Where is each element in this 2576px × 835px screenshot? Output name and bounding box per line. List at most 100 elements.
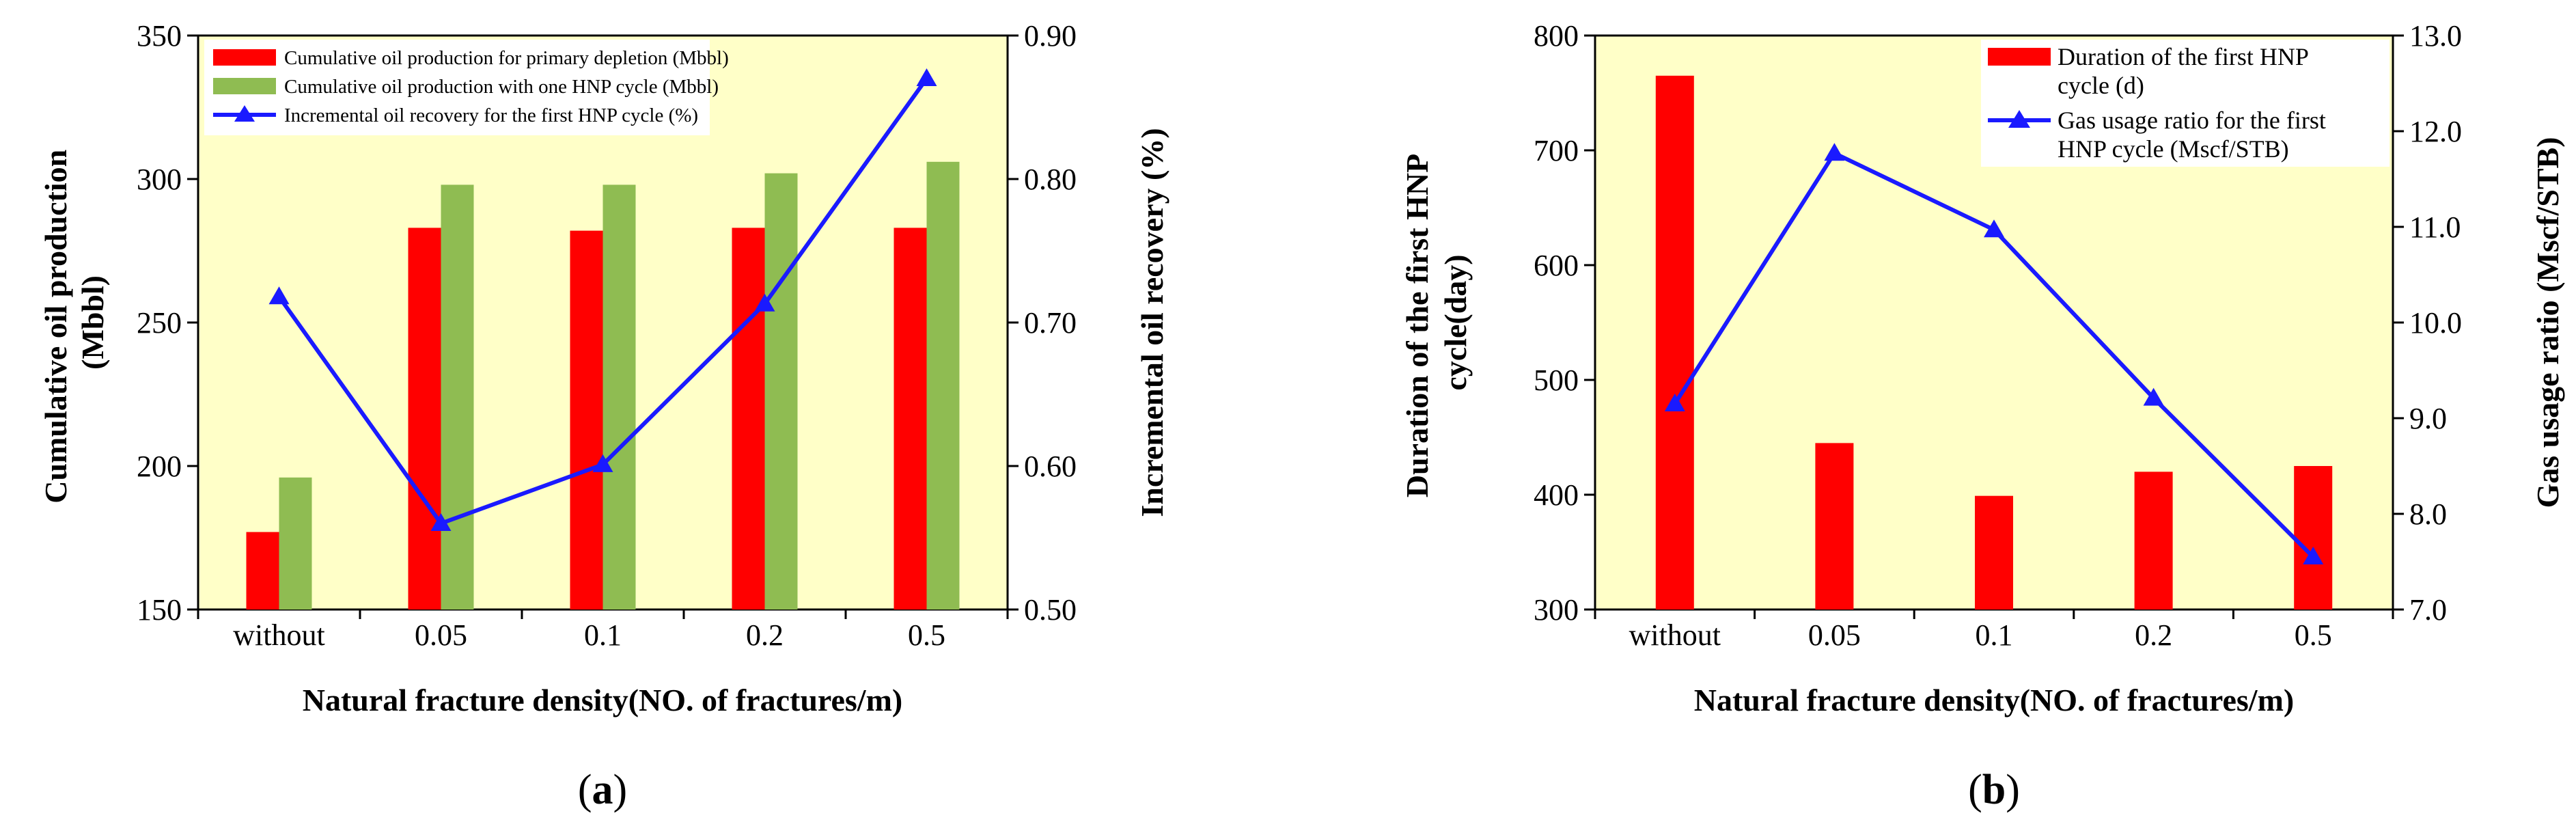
bar: [764, 173, 798, 610]
legend-a-box: [204, 40, 710, 135]
y-axis-title-right-b: Gas usage ratio (Mscf/STB): [2530, 137, 2565, 508]
left-tick-label: 400: [1534, 478, 1579, 512]
line-point-marker: [916, 68, 937, 86]
y-axis-title-b-line2: cycle(day): [1438, 254, 1473, 390]
bar: [1815, 443, 1854, 610]
bars-b: [1655, 75, 2333, 610]
bar: [1975, 495, 2013, 610]
x-axis-title-b: Natural fracture density(NO. of fracture…: [1694, 683, 2294, 717]
legend-a-label-recovery: Incremental oil recovery for the first H…: [284, 105, 698, 126]
x-tick-label: 0.2: [746, 618, 784, 652]
y-axis-title-a-line1: Cumulative oil production: [38, 150, 73, 504]
left-tick-label: 250: [137, 306, 182, 340]
legend-b-label-duration: Duration of the first HNP cycle (d): [2058, 43, 2314, 99]
left-tick-label: 800: [1534, 19, 1579, 53]
legend-a-marker-sample: [234, 105, 255, 122]
x-tick-label: 0.5: [908, 618, 945, 652]
line-point-marker: [430, 513, 452, 531]
left-tick-label: 600: [1534, 249, 1579, 282]
left-axis-ticks-b: 300 400 500 600 700 800: [1534, 19, 1595, 627]
legend-a: Cumulative oil production for primary de…: [204, 40, 729, 135]
right-tick-label: 0.70: [1024, 306, 1077, 340]
y-axis-title-b: Duration of the first HNP cycle(day): [1400, 148, 1473, 497]
bar: [246, 532, 279, 610]
right-tick-label: 7.0: [2409, 593, 2447, 627]
left-axis-ticks-a: 150 200 250 300 350: [137, 19, 198, 627]
line-point-marker: [2143, 387, 2164, 406]
legend-b-marker-sample: [2008, 110, 2030, 128]
legend-b-swatch-duration: [1988, 48, 2051, 66]
line-point-marker: [754, 293, 775, 312]
bars-a: [246, 161, 960, 610]
legend-a-label-primary: Cumulative oil production for primary de…: [284, 47, 729, 69]
bar: [441, 184, 474, 610]
x-tick-label: 0.2: [2135, 618, 2172, 652]
right-tick-label: 0.50: [1024, 593, 1077, 627]
line-point-marker: [1824, 143, 1845, 161]
bar: [408, 228, 441, 610]
line-point-marker: [1664, 394, 1685, 411]
bar: [603, 184, 636, 610]
x-axis-title-a: Natural fracture density(NO. of fracture…: [303, 683, 902, 717]
y-axis-title-b-line1: Duration of the first HNP: [1400, 154, 1435, 497]
left-tick-label: 350: [137, 19, 182, 53]
x-tick-label: 0.05: [1808, 618, 1861, 652]
bar: [2294, 466, 2333, 610]
line-point-marker: [268, 286, 290, 305]
line-series-b: [1664, 143, 2324, 564]
x-axis-ticks-a: without 0.05 0.1 0.2 0.5: [197, 610, 1009, 652]
left-tick-label: 300: [137, 163, 182, 196]
right-tick-label: 0.90: [1024, 19, 1077, 53]
y-axis-title-right-a: Incremental oil recovery (%): [1135, 128, 1169, 517]
line-point-marker: [1984, 219, 2004, 238]
right-tick-label: 12.0: [2409, 115, 2462, 148]
right-tick-label: 10.0: [2409, 306, 2462, 340]
legend-b-label-duration-line1: Duration of the first HNP: [2058, 43, 2308, 70]
legend-b-label-gas-line2: HNP cycle (Mscf/STB): [2058, 135, 2289, 163]
right-tick-label: 8.0: [2409, 497, 2447, 531]
left-tick-label: 200: [137, 450, 182, 483]
y-axis-title-a: Cumulative oil production (Mbbl): [38, 141, 110, 504]
panel-label-b: (b): [1968, 767, 2020, 813]
bar: [570, 230, 603, 610]
x-axis-ticks-b: without 0.05 0.1 0.2 0.5: [1594, 610, 2394, 652]
chart-panel-b: 300 400 500 600 700 800 7.0 8.0 9.0 10.0 11.0 12.0…: [1400, 19, 2565, 813]
bar: [894, 228, 927, 610]
bar: [2134, 471, 2173, 610]
x-tick-label: 0.05: [415, 618, 467, 652]
legend-b-label-gas: Gas usage ratio for the first HNP cycle …: [2058, 107, 2332, 163]
line-point-marker: [2303, 547, 2324, 564]
x-tick-label: without: [1629, 618, 1721, 652]
line-series-a: [268, 68, 937, 531]
right-tick-label: 13.0: [2409, 19, 2462, 53]
panel-label-a: (a): [578, 767, 627, 813]
right-tick-label: 0.60: [1024, 450, 1077, 483]
legend-b: Duration of the first HNP cycle (d) Gas …: [1981, 40, 2390, 167]
y-axis-title-a-line2: (Mbbl): [75, 275, 110, 370]
bar: [732, 228, 765, 610]
x-tick-label: 0.1: [584, 618, 622, 652]
right-tick-label: 0.80: [1024, 163, 1077, 196]
x-tick-label: 0.5: [2295, 618, 2332, 652]
left-tick-label: 500: [1534, 364, 1579, 397]
legend-a-swatch-hnp: [213, 78, 276, 94]
left-tick-label: 700: [1534, 134, 1579, 167]
right-tick-label: 9.0: [2409, 402, 2447, 435]
x-tick-label: 0.1: [1976, 618, 2013, 652]
chart-panel-a: 150 200 250 300 350 0.50 0.60 0.70 0.80 0.90 wit…: [38, 19, 1169, 813]
left-tick-label: 300: [1534, 593, 1579, 627]
right-axis-ticks-b: 7.0 8.0 9.0 10.0 11.0 12.0 13.0: [2393, 19, 2462, 627]
legend-b-label-duration-line2: cycle (d): [2058, 72, 2144, 99]
legend-b-label-gas-line1: Gas usage ratio for the first: [2058, 107, 2326, 134]
legend-a-swatch-primary: [213, 49, 276, 66]
legend-a-label-hnp: Cumulative oil production with one HNP c…: [284, 76, 719, 98]
x-tick-label: without: [233, 618, 324, 652]
bar: [279, 477, 312, 610]
left-tick-label: 150: [137, 593, 182, 627]
bar: [926, 161, 960, 610]
right-tick-label: 11.0: [2409, 210, 2461, 244]
bar: [1655, 75, 1694, 610]
line-point-marker: [592, 454, 613, 472]
right-axis-ticks-a: 0.50 0.60 0.70 0.80 0.90: [1008, 19, 1077, 627]
